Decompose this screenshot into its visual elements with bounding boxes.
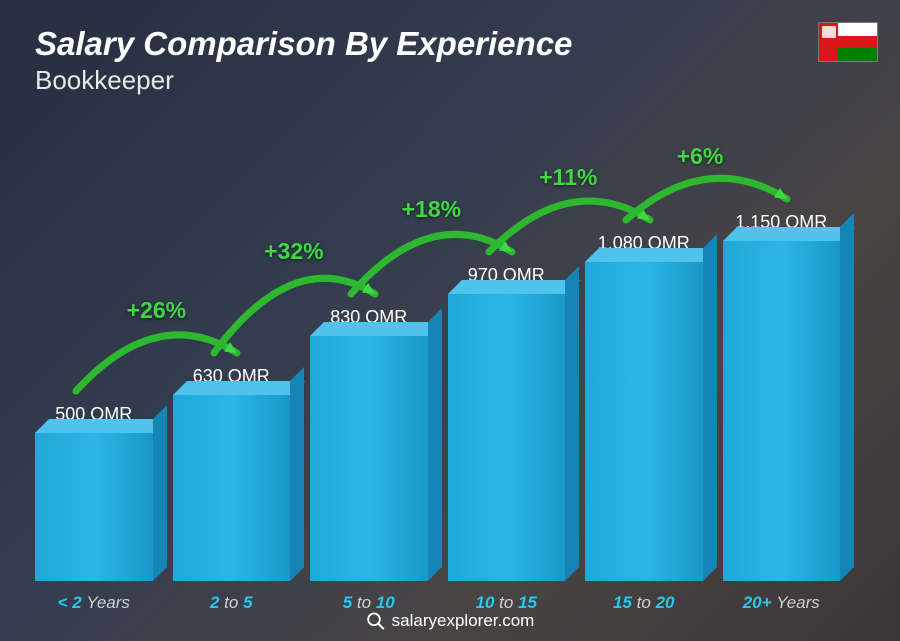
magnifier-icon — [366, 611, 386, 631]
bar — [585, 262, 703, 581]
delta-percent-label: +11% — [539, 164, 597, 191]
bar-side-face — [565, 266, 579, 581]
bar — [448, 294, 566, 581]
flag-emblem — [822, 26, 836, 38]
chart-area: 500 OMR< 2 Years630 OMR2 to 5830 OMR5 to… — [35, 111, 840, 581]
delta-percent-label: +32% — [264, 238, 323, 265]
bar-top-face — [448, 280, 580, 294]
bar-side-face — [153, 405, 167, 581]
bar-front-face — [585, 262, 703, 581]
bar-category-label: < 2 Years — [58, 593, 130, 613]
bar-front-face — [310, 336, 428, 581]
bar-top-face — [585, 248, 717, 262]
bar-side-face — [428, 308, 442, 581]
bar-front-face — [35, 433, 153, 581]
bar — [173, 395, 291, 581]
bar — [723, 241, 841, 581]
bar-top-face — [173, 381, 305, 395]
delta-percent-label: +6% — [677, 143, 724, 170]
footer-text: salaryexplorer.com — [392, 611, 535, 631]
delta-percent-label: +26% — [127, 297, 186, 324]
bar — [310, 336, 428, 581]
bar-group: 1,080 OMR15 to 20 — [585, 233, 703, 581]
bar-front-face — [448, 294, 566, 581]
bar-category-label: 15 to 20 — [613, 593, 675, 613]
bar — [35, 433, 153, 581]
bar-group: 1,150 OMR20+ Years — [723, 212, 841, 581]
bar-front-face — [723, 241, 841, 581]
bar-front-face — [173, 395, 291, 581]
bar-side-face — [703, 234, 717, 581]
chart-title: Salary Comparison By Experience — [35, 25, 850, 63]
bar-group: 630 OMR2 to 5 — [173, 366, 291, 581]
bar-category-label: 5 to 10 — [343, 593, 395, 613]
country-flag-oman — [818, 22, 878, 62]
bar-group: 830 OMR5 to 10 — [310, 307, 428, 581]
bar-category-label: 10 to 15 — [476, 593, 538, 613]
bar-group: 500 OMR< 2 Years — [35, 404, 153, 581]
bar-category-label: 2 to 5 — [210, 593, 253, 613]
bar-side-face — [840, 213, 854, 581]
bar-side-face — [290, 367, 304, 581]
bar-top-face — [310, 322, 442, 336]
chart-container: Salary Comparison By Experience Bookkeep… — [0, 0, 900, 641]
delta-percent-label: +18% — [402, 196, 461, 223]
bar-top-face — [35, 419, 167, 433]
chart-subtitle: Bookkeeper — [35, 65, 850, 96]
bar-top-face — [723, 227, 855, 241]
bar-category-label: 20+ Years — [743, 593, 820, 613]
footer: salaryexplorer.com — [366, 611, 535, 631]
bar-group: 970 OMR10 to 15 — [448, 265, 566, 581]
